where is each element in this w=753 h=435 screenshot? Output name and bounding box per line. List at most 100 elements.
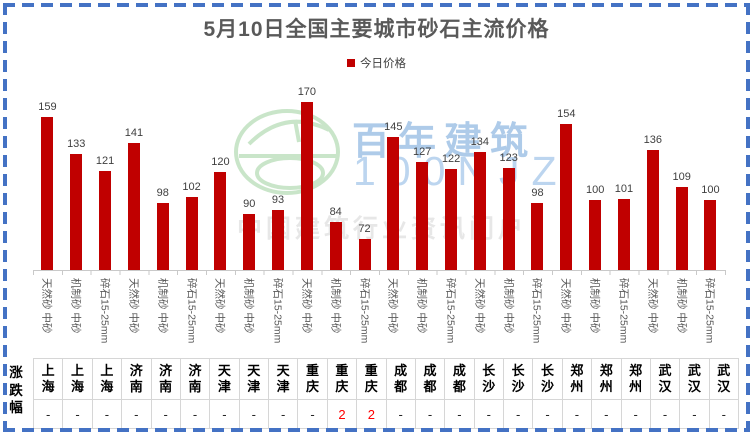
city-name: 天津 <box>276 362 290 394</box>
category-label: 碎石15-25mm <box>444 278 457 344</box>
change-value-cell: - <box>180 400 211 429</box>
bar-column: 72 <box>350 80 379 270</box>
city-name: 济南 <box>188 362 202 394</box>
city-cell: 济南 <box>151 359 181 400</box>
dashed-border-left <box>3 3 7 432</box>
city-cell: 武汉 <box>709 359 739 400</box>
bar <box>329 222 342 270</box>
dashed-border-top <box>3 3 750 7</box>
change-value-cell: - <box>533 400 563 429</box>
bar-column: 145 <box>379 80 408 270</box>
bar-column: 109 <box>667 80 696 270</box>
city-name: 重庆 <box>364 362 378 394</box>
bar <box>560 124 573 270</box>
bar-value-label: 122 <box>441 153 461 166</box>
change-value-cell: - <box>415 400 446 429</box>
bar <box>675 187 688 270</box>
change-value-cell: - <box>386 400 416 429</box>
category-labels: 天然砂 中砂 机制砂 中砂 碎石15-25mm 天然砂 中砂 机制砂 中砂 碎石15-25… <box>33 276 725 358</box>
bar-column: 127 <box>408 80 437 270</box>
bar-column: 98 <box>523 80 552 270</box>
city-cell: 长沙 <box>533 359 563 400</box>
category-label: 天然砂 中砂 <box>127 278 140 334</box>
category-column: 机制砂 中砂 <box>148 276 177 358</box>
city-name: 长沙 <box>511 362 525 394</box>
bar <box>531 202 544 270</box>
bar <box>185 197 198 270</box>
legend-swatch-icon <box>347 59 355 67</box>
city-cell: 长沙 <box>504 359 534 400</box>
category-column: 碎石15-25mm <box>264 276 293 358</box>
bar <box>387 137 400 270</box>
bar-value-label: 120 <box>211 156 230 168</box>
chart-title: 5月10日全国主要城市砂石主流价格 <box>203 18 550 41</box>
city-cell: 郑州 <box>592 359 622 400</box>
change-value-cell: - <box>34 400 64 429</box>
category-column: 天然砂 中砂 <box>119 276 148 358</box>
bar <box>617 198 630 270</box>
bar-column: 122 <box>437 80 466 270</box>
change-value-cell: - <box>63 400 93 429</box>
category-column: 天然砂 中砂 <box>379 276 408 358</box>
bar-column: 154 <box>552 80 581 270</box>
bar <box>70 153 83 270</box>
category-label: 天然砂 中砂 <box>40 278 53 334</box>
bar-value-label: 133 <box>67 137 86 150</box>
change-value-cell: - <box>445 400 475 429</box>
city-name: 重庆 <box>335 362 349 394</box>
change-value-cell: - <box>562 400 593 429</box>
category-label: 天然砂 中砂 <box>559 278 572 334</box>
bar-value-label: 72 <box>358 223 371 236</box>
bar-column: 100 <box>581 80 610 270</box>
bar-column: 100 <box>696 80 725 270</box>
change-value-cell: - <box>269 400 299 429</box>
bar-value-label: 170 <box>297 86 317 98</box>
bar-value-label: 159 <box>38 101 57 114</box>
bar-value-label: 141 <box>124 126 144 139</box>
change-value-cell: - <box>680 400 710 429</box>
city-name: 郑州 <box>570 362 584 394</box>
category-column: 碎石15-25mm <box>177 276 206 358</box>
city-cell: 重庆 <box>298 359 328 400</box>
city-cell: 重庆 <box>357 359 387 400</box>
category-column: 天然砂 中砂 <box>206 276 235 358</box>
bar-value-label: 121 <box>95 154 115 167</box>
dashed-border-bottom <box>3 428 750 432</box>
bar-column: 120 <box>206 80 235 270</box>
bar-value-label: 98 <box>531 186 544 199</box>
category-column: 机制砂 中砂 <box>235 276 264 358</box>
category-label: 碎石15-25mm <box>617 278 630 344</box>
category-column: 天然砂 中砂 <box>292 276 321 358</box>
category-column: 碎石15-25mm <box>437 276 466 358</box>
bar <box>704 200 717 270</box>
city-cell: 郑州 <box>562 359 593 400</box>
category-label: 机制砂 中砂 <box>675 278 688 334</box>
category-label: 碎石15-25mm <box>358 278 371 344</box>
bar <box>127 142 140 270</box>
bar-column: 159 <box>33 80 62 270</box>
city-name: 上海 <box>41 362 55 394</box>
bar <box>300 102 313 270</box>
bar <box>243 214 256 270</box>
bar-column: 141 <box>119 80 148 270</box>
bar-value-label: 93 <box>271 193 285 206</box>
bar-column: 90 <box>235 80 264 270</box>
bar <box>502 167 515 270</box>
city-name: 武汉 <box>687 362 701 394</box>
city-cell: 天津 <box>239 359 269 400</box>
bar <box>445 169 457 270</box>
category-label: 天然砂 中砂 <box>386 278 399 334</box>
city-cell: 天津 <box>210 359 240 400</box>
change-value-cell: - <box>650 400 681 429</box>
bar <box>41 117 54 270</box>
bar <box>358 239 371 270</box>
category-label: 天然砂 中砂 <box>473 278 486 334</box>
bar-column: 101 <box>610 80 639 270</box>
city-cell: 天津 <box>269 359 299 400</box>
bar-value-label: 100 <box>585 184 605 196</box>
city-cell: 济南 <box>180 359 211 400</box>
category-column: 天然砂 中砂 <box>465 276 494 358</box>
change-value-cell: - <box>474 400 504 429</box>
city-name: 天津 <box>247 362 261 394</box>
